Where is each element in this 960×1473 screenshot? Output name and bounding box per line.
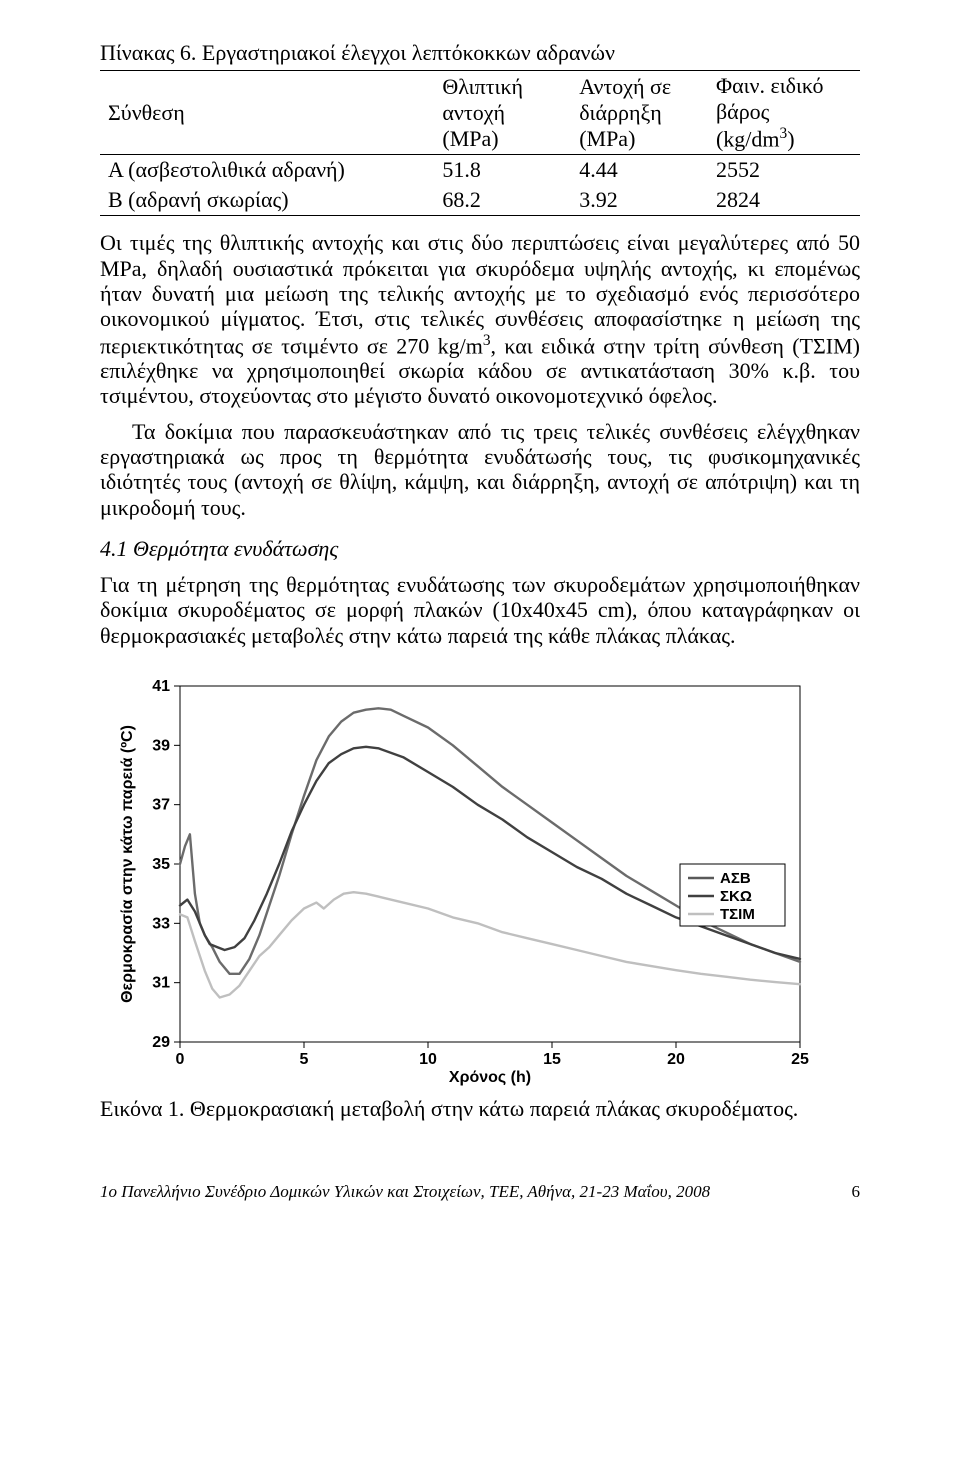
paragraph-1: Οι τιμές της θλιπτικής αντοχής και στις … — [100, 230, 860, 408]
cell: 2824 — [708, 185, 860, 216]
col3-header-l1: Αντοχή σε — [579, 74, 671, 99]
chart-container: 29 31 33 35 37 39 41 0 5 10 15 20 25 Θερμοκρασία στην… — [100, 672, 860, 1092]
svg-text:39: 39 — [152, 737, 170, 754]
cell: Α (ασβεστολιθικά αδρανή) — [100, 155, 434, 186]
cell: 3.92 — [571, 185, 708, 216]
footer-right: 6 — [852, 1182, 861, 1202]
svg-text:Χρόνος (h): Χρόνος (h) — [449, 1069, 531, 1086]
svg-text:35: 35 — [152, 856, 170, 873]
cell: 4.44 — [571, 155, 708, 186]
cell: 51.8 — [434, 155, 571, 186]
svg-text:15: 15 — [543, 1051, 561, 1068]
col4-header-l3b: ) — [787, 126, 794, 151]
page: Πίνακας 6. Εργαστηριακοί έλεγχοι λεπτόκο… — [0, 0, 960, 1232]
svg-text:41: 41 — [152, 678, 170, 695]
col2-header-l3: (MPa) — [442, 126, 498, 151]
data-table: Σύνθεση Θλιπτική αντοχή (MPa) Αντοχή σε … — [100, 70, 860, 216]
col4-header-l2: βάρος — [716, 99, 769, 124]
svg-text:Θερμοκρασία στην κάτω παρειά (: Θερμοκρασία στην κάτω παρειά (ºC) — [119, 725, 136, 1003]
figure-caption: Εικόνα 1. Θερμοκρασιακή μεταβολή στην κά… — [100, 1096, 860, 1122]
cell: 68.2 — [434, 185, 571, 216]
svg-text:5: 5 — [300, 1051, 309, 1068]
svg-text:29: 29 — [152, 1034, 170, 1051]
paragraph-2: Τα δοκίμια που παρασκευάστηκαν από τις τ… — [100, 419, 860, 520]
svg-text:20: 20 — [667, 1051, 685, 1068]
table-header-row: Σύνθεση Θλιπτική αντοχή (MPa) Αντοχή σε … — [100, 71, 860, 155]
table-row: Β (αδρανή σκωρίας) 68.2 3.92 2824 — [100, 185, 860, 216]
svg-text:37: 37 — [152, 796, 170, 813]
table-row: Α (ασβεστολιθικά αδρανή) 51.8 4.44 2552 — [100, 155, 860, 186]
cell: Β (αδρανή σκωρίας) — [100, 185, 434, 216]
col3-header-l2: διάρρηξη — [579, 100, 662, 125]
cell: 2552 — [708, 155, 860, 186]
svg-text:ΣΚΩ: ΣΚΩ — [720, 888, 752, 905]
svg-text:10: 10 — [419, 1051, 437, 1068]
svg-text:31: 31 — [152, 974, 170, 991]
col3-header-l3: (MPa) — [579, 126, 635, 151]
section-title: 4.1 Θερμότητα ενυδάτωσης — [100, 536, 860, 562]
paragraph-3: Για τη μέτρηση της θερμότητας ενυδάτωσης… — [100, 572, 860, 648]
svg-text:0: 0 — [176, 1051, 185, 1068]
line-chart: 29 31 33 35 37 39 41 0 5 10 15 20 25 Θερμοκρασία στην… — [100, 672, 840, 1092]
col2-header-l1: Θλιπτική — [442, 74, 523, 99]
col1-header: Σύνθεση — [108, 100, 185, 125]
svg-text:33: 33 — [152, 915, 170, 932]
svg-text:ΑΣΒ: ΑΣΒ — [720, 870, 751, 887]
col4-header-l1: Φαιν. ειδικό — [716, 73, 824, 98]
col4-header-l3a: (kg/dm — [716, 126, 780, 151]
col2-header-l2: αντοχή — [442, 100, 505, 125]
table-title: Πίνακας 6. Εργαστηριακοί έλεγχοι λεπτόκο… — [100, 40, 860, 66]
svg-text:25: 25 — [791, 1051, 809, 1068]
svg-text:ΤΣΙΜ: ΤΣΙΜ — [720, 906, 755, 923]
page-footer: 1ο Πανελλήνιο Συνέδριο Δομικών Υλικών κα… — [100, 1182, 860, 1202]
footer-left: 1ο Πανελλήνιο Συνέδριο Δομικών Υλικών κα… — [100, 1182, 710, 1202]
